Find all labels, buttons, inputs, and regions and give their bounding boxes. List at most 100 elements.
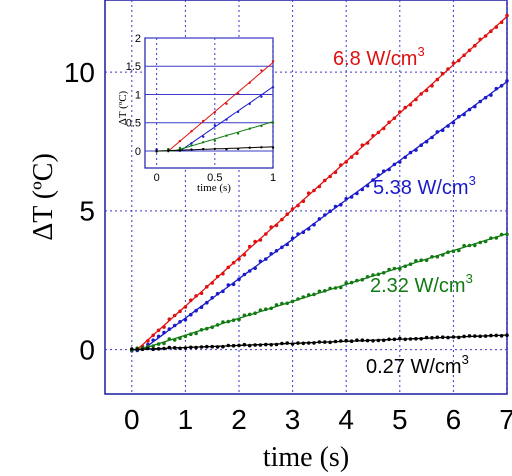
data-point bbox=[221, 320, 225, 324]
data-point bbox=[274, 342, 279, 347]
data-point bbox=[355, 338, 359, 343]
x-tick-label: 6 bbox=[446, 404, 462, 435]
data-point bbox=[285, 301, 290, 306]
data-point bbox=[312, 341, 316, 345]
data-point bbox=[183, 305, 188, 309]
data-point bbox=[499, 20, 504, 25]
data-point bbox=[285, 242, 290, 247]
data-point bbox=[140, 347, 145, 352]
data-point bbox=[392, 337, 397, 342]
data-point bbox=[226, 265, 231, 270]
data-point bbox=[478, 240, 483, 245]
data-point bbox=[398, 110, 402, 114]
data-point bbox=[505, 232, 509, 237]
data-point bbox=[424, 88, 429, 93]
data-point bbox=[312, 222, 316, 227]
data-point bbox=[323, 340, 327, 344]
data-point bbox=[339, 202, 343, 207]
data-point bbox=[387, 337, 391, 342]
main-x-axis-label: time (s) bbox=[263, 442, 349, 473]
data-point bbox=[349, 280, 354, 285]
inset-data-point bbox=[260, 146, 263, 149]
data-point bbox=[387, 267, 391, 272]
data-point bbox=[221, 344, 225, 349]
x-tick-label: 7 bbox=[499, 404, 512, 435]
data-point bbox=[323, 178, 327, 183]
data-point bbox=[440, 128, 445, 132]
data-point bbox=[194, 294, 198, 298]
data-point bbox=[274, 249, 279, 253]
data-point bbox=[365, 338, 370, 343]
x-tick-label: 1 bbox=[178, 404, 194, 435]
inset-fit-line bbox=[156, 86, 274, 152]
data-point bbox=[242, 313, 247, 318]
data-point bbox=[505, 79, 509, 83]
data-point bbox=[360, 187, 365, 192]
y-tick-label: 1.5 bbox=[126, 61, 141, 73]
inset-data-point bbox=[236, 147, 240, 151]
data-point bbox=[499, 84, 504, 88]
data-point bbox=[242, 342, 247, 347]
data-point bbox=[381, 338, 386, 343]
data-point bbox=[328, 174, 332, 179]
inset-data-point bbox=[225, 148, 228, 151]
data-point bbox=[467, 107, 472, 112]
data-point bbox=[215, 291, 220, 296]
inset-data-point bbox=[202, 141, 205, 144]
data-point bbox=[473, 243, 477, 248]
data-point bbox=[280, 341, 284, 346]
y-tick-label: 0 bbox=[79, 334, 95, 365]
inset-series-layer bbox=[155, 60, 275, 153]
data-point bbox=[280, 301, 284, 306]
series-label-text: 0.27 W/cm bbox=[366, 356, 462, 378]
data-point bbox=[494, 25, 499, 29]
series-label-superscript: 3 bbox=[462, 352, 469, 367]
data-point bbox=[360, 338, 365, 343]
data-point bbox=[333, 170, 338, 175]
data-point bbox=[457, 114, 461, 119]
inset-data-point bbox=[260, 95, 263, 98]
data-point bbox=[151, 333, 155, 338]
data-point bbox=[414, 337, 418, 341]
data-point bbox=[242, 272, 247, 277]
data-point bbox=[440, 253, 445, 257]
data-point bbox=[205, 344, 209, 349]
data-point bbox=[317, 184, 322, 189]
data-point bbox=[424, 139, 429, 144]
data-point bbox=[489, 333, 493, 338]
data-point bbox=[317, 289, 322, 294]
data-point bbox=[446, 67, 450, 71]
inset-data-point bbox=[236, 132, 240, 135]
data-point bbox=[355, 278, 359, 283]
data-point bbox=[296, 203, 300, 208]
data-point bbox=[146, 346, 150, 351]
data-point bbox=[301, 230, 306, 234]
data-point bbox=[419, 258, 424, 263]
data-point bbox=[317, 217, 322, 221]
data-point bbox=[167, 345, 172, 350]
data-point bbox=[344, 281, 349, 285]
data-point bbox=[172, 323, 177, 328]
data-point bbox=[467, 243, 472, 248]
data-point bbox=[333, 286, 338, 290]
y-tick-label: 10 bbox=[64, 57, 95, 88]
data-point bbox=[398, 267, 402, 271]
data-point bbox=[483, 34, 488, 38]
data-point bbox=[446, 124, 450, 128]
data-point bbox=[430, 254, 434, 259]
data-point bbox=[403, 105, 408, 110]
data-point bbox=[408, 103, 413, 107]
data-point bbox=[499, 334, 504, 338]
data-point bbox=[349, 195, 354, 199]
data-point bbox=[328, 340, 332, 345]
data-point bbox=[403, 155, 408, 160]
data-point bbox=[199, 291, 204, 296]
data-point bbox=[301, 295, 306, 299]
data-point bbox=[435, 335, 440, 340]
data-point bbox=[462, 53, 466, 58]
data-point bbox=[451, 61, 456, 65]
data-point bbox=[339, 285, 343, 290]
data-point bbox=[494, 86, 499, 91]
